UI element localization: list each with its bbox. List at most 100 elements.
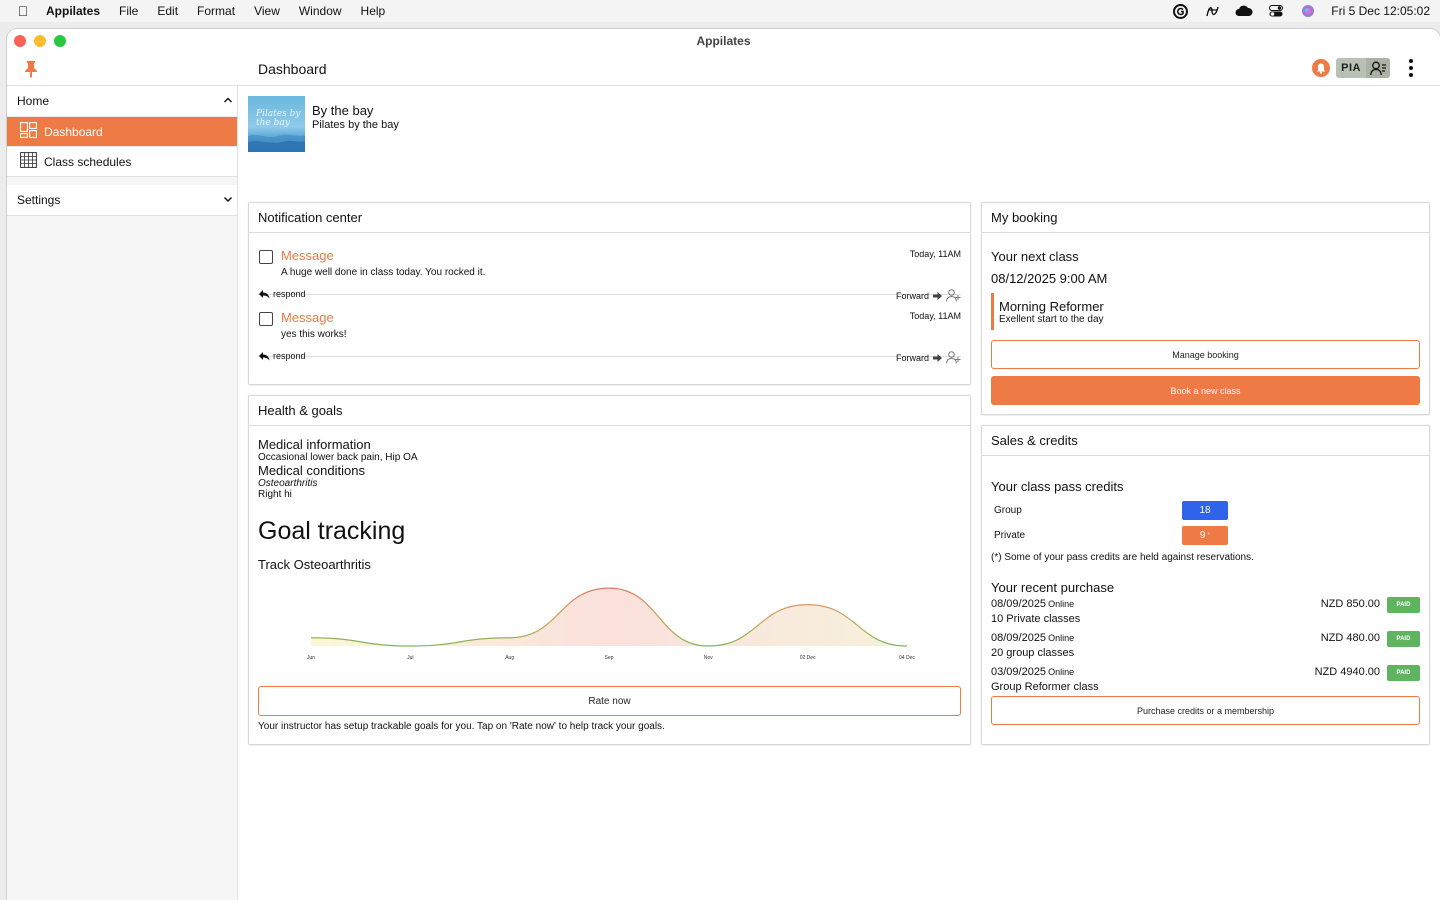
chart-area — [311, 588, 907, 646]
forward-label: Forward — [895, 352, 929, 363]
chart-x-tick-label: Aug — [505, 655, 514, 661]
chart-x-tick-label: Sep — [605, 655, 614, 661]
sidebar-item-class-schedules[interactable]: Class schedules — [7, 146, 237, 176]
menubar-clock[interactable]: Fri 5 Dec 12:05:02 — [1331, 4, 1430, 18]
respond-button[interactable]: respond — [258, 351, 306, 361]
credit-count: 9 — [1199, 530, 1206, 541]
respond-button[interactable]: respond — [258, 289, 306, 299]
notification-title[interactable]: Message — [281, 310, 334, 325]
card-title: My booking — [982, 203, 1429, 233]
more-options-icon[interactable] — [1402, 58, 1420, 78]
credit-count-badge: 18 — [1182, 501, 1228, 520]
studio-logo-text: Pilates by the bay — [256, 109, 301, 128]
credits-label: Your class pass credits — [991, 479, 1124, 494]
sidebar-settings-label: Settings — [17, 193, 61, 207]
page-title: Dashboard — [258, 61, 327, 77]
notifications-bell-icon[interactable] — [1312, 59, 1331, 77]
app-header: Dashboard PIA — [7, 52, 1440, 86]
sidebar: Home Dashboard Class schedules S — [7, 86, 238, 900]
control-center-icon[interactable] — [1267, 4, 1285, 18]
menu-edit[interactable]: Edit — [157, 4, 179, 18]
purchase-date: 03/09/2025 Online — [991, 666, 1074, 678]
sidebar-home-header[interactable]: Home — [7, 86, 237, 116]
cloud-icon[interactable] — [1235, 4, 1253, 18]
rate-now-button[interactable]: Rate now — [258, 686, 961, 716]
app-window: Appilates Dashboard PIA Home — [7, 29, 1440, 900]
sidebar-settings-header[interactable]: Settings — [7, 185, 237, 215]
menu-format[interactable]: Format — [197, 4, 236, 18]
sidebar-item-dashboard[interactable]: Dashboard — [7, 116, 237, 146]
maximize-window-button[interactable] — [54, 35, 66, 47]
header-actions: PIA — [1312, 58, 1420, 78]
dashboard-icon — [20, 122, 37, 141]
window-titlebar: Appilates — [7, 29, 1440, 52]
purchase-date: 08/09/2025 Online — [991, 632, 1074, 644]
forward-button[interactable]: Forward — [896, 289, 961, 302]
notification-checkbox[interactable] — [259, 312, 273, 326]
menu-help[interactable]: Help — [360, 4, 386, 18]
respond-label: respond — [273, 289, 306, 299]
class-name: Morning Reformer — [999, 299, 1104, 314]
health-goals-card: Health & goals Medical information Occas… — [248, 395, 971, 745]
siri-icon[interactable] — [1299, 4, 1317, 18]
apple-menu-icon[interactable]:  — [0, 3, 46, 19]
notification-checkbox[interactable] — [259, 250, 273, 264]
recent-purchase-label: Your recent purchase — [991, 580, 1115, 595]
chevron-down-icon — [223, 193, 233, 207]
purchase-description: 10 Private classes — [991, 613, 1081, 625]
minimize-window-button[interactable] — [34, 35, 46, 47]
manage-booking-button[interactable]: Manage booking — [991, 340, 1420, 369]
forward-arrow-icon — [933, 291, 942, 300]
goal-tracking-title: Goal tracking — [258, 517, 406, 545]
menu-app-name[interactable]: Appilates — [46, 4, 101, 18]
purchase-description: Group Reformer class — [991, 681, 1099, 693]
class-description: Exellent start to the day — [999, 314, 1104, 325]
held-credit-marker: * — [1207, 532, 1211, 539]
close-window-button[interactable] — [14, 35, 26, 47]
notification-body: yes this works! — [281, 329, 347, 340]
purchase-amount: NZD 480.00 — [1320, 632, 1380, 644]
chevron-up-icon — [223, 94, 233, 108]
notification-center-card: Notification center Message Today, 11AM … — [248, 202, 971, 385]
window-title: Appilates — [696, 33, 751, 48]
forward-button[interactable]: Forward — [896, 351, 961, 364]
window-controls — [14, 35, 66, 47]
user-switch-icon — [1366, 58, 1390, 78]
menu-file[interactable]: File — [119, 4, 139, 18]
grammarly-icon[interactable] — [1171, 3, 1189, 19]
reply-icon — [259, 290, 270, 299]
menu-view[interactable]: View — [254, 4, 280, 18]
card-title: Sales & credits — [982, 426, 1429, 456]
chart-x-tick-label: 04 Dec — [899, 655, 915, 661]
credit-row-group: Group 18 — [991, 498, 1420, 523]
sidebar-item-label: Class schedules — [44, 154, 132, 169]
add-user-icon[interactable] — [946, 289, 961, 302]
paid-badge: PAID — [1387, 597, 1420, 613]
paid-badge: PAID — [1387, 631, 1420, 647]
medical-info-value: Occasional lower back pain, Hip OA — [258, 452, 418, 463]
purchase-date-value: 08/09/2025 — [991, 598, 1047, 610]
reply-icon — [259, 352, 270, 361]
purchase-credits-button[interactable]: Purchase credits or a membership — [991, 696, 1420, 725]
pin-icon[interactable] — [24, 60, 38, 78]
add-user-icon[interactable] — [946, 351, 961, 364]
purchase-amount: NZD 4940.00 — [1314, 666, 1380, 678]
purchase-row: 08/09/2025 Online 20 group classes NZD 48… — [991, 629, 1420, 663]
chart-x-tick-label: Jun — [307, 655, 315, 661]
book-new-class-button[interactable]: Book a new class — [991, 376, 1420, 405]
condition-detail: Right hi — [258, 489, 292, 500]
user-account-chip[interactable]: PIA — [1336, 58, 1390, 78]
condition-name: Osteoarthritis — [258, 478, 318, 489]
purchase-amount: NZD 850.00 — [1320, 598, 1380, 610]
notification-body: A huge well done in class today. You roc… — [281, 267, 486, 278]
chart-x-tick-label: 02 Dec — [800, 655, 816, 661]
medical-conditions-label: Medical conditions — [258, 463, 365, 478]
card-title: Health & goals — [249, 396, 970, 426]
next-class-card[interactable]: Morning Reformer Exellent start to the d… — [991, 293, 1420, 330]
notification-title[interactable]: Message — [281, 248, 334, 263]
purchase-channel: Online — [1048, 667, 1075, 677]
scribble-icon[interactable] — [1203, 4, 1221, 18]
notification-item: Message Today, 11AM A huge well done in … — [258, 233, 961, 302]
my-booking-card: My booking Your next class 08/12/2025 9:… — [981, 202, 1430, 415]
menu-window[interactable]: Window — [298, 4, 342, 18]
